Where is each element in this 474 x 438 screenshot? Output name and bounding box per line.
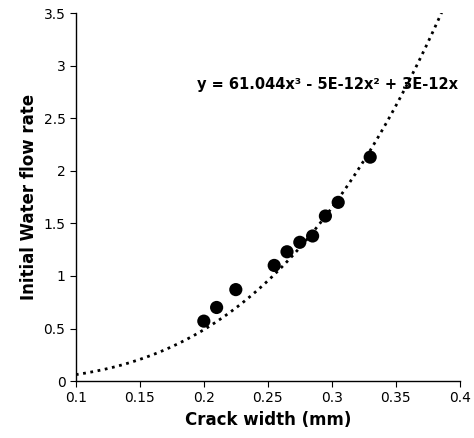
Point (232, 286, 239, 293)
Point (283, 248, 291, 255)
Point (366, 154, 374, 161)
Point (296, 239, 303, 246)
Y-axis label: Initial Water flow rate: Initial Water flow rate (20, 94, 38, 300)
Point (309, 233, 316, 240)
X-axis label: Crack width (mm): Crack width (mm) (184, 411, 351, 429)
Text: y = 61.044x³ - 5E-12x² + 3E-12x: y = 61.044x³ - 5E-12x² + 3E-12x (197, 77, 458, 92)
Point (334, 199, 342, 206)
Point (321, 212, 329, 219)
Point (270, 262, 278, 269)
Point (213, 304, 220, 311)
Point (200, 318, 208, 325)
